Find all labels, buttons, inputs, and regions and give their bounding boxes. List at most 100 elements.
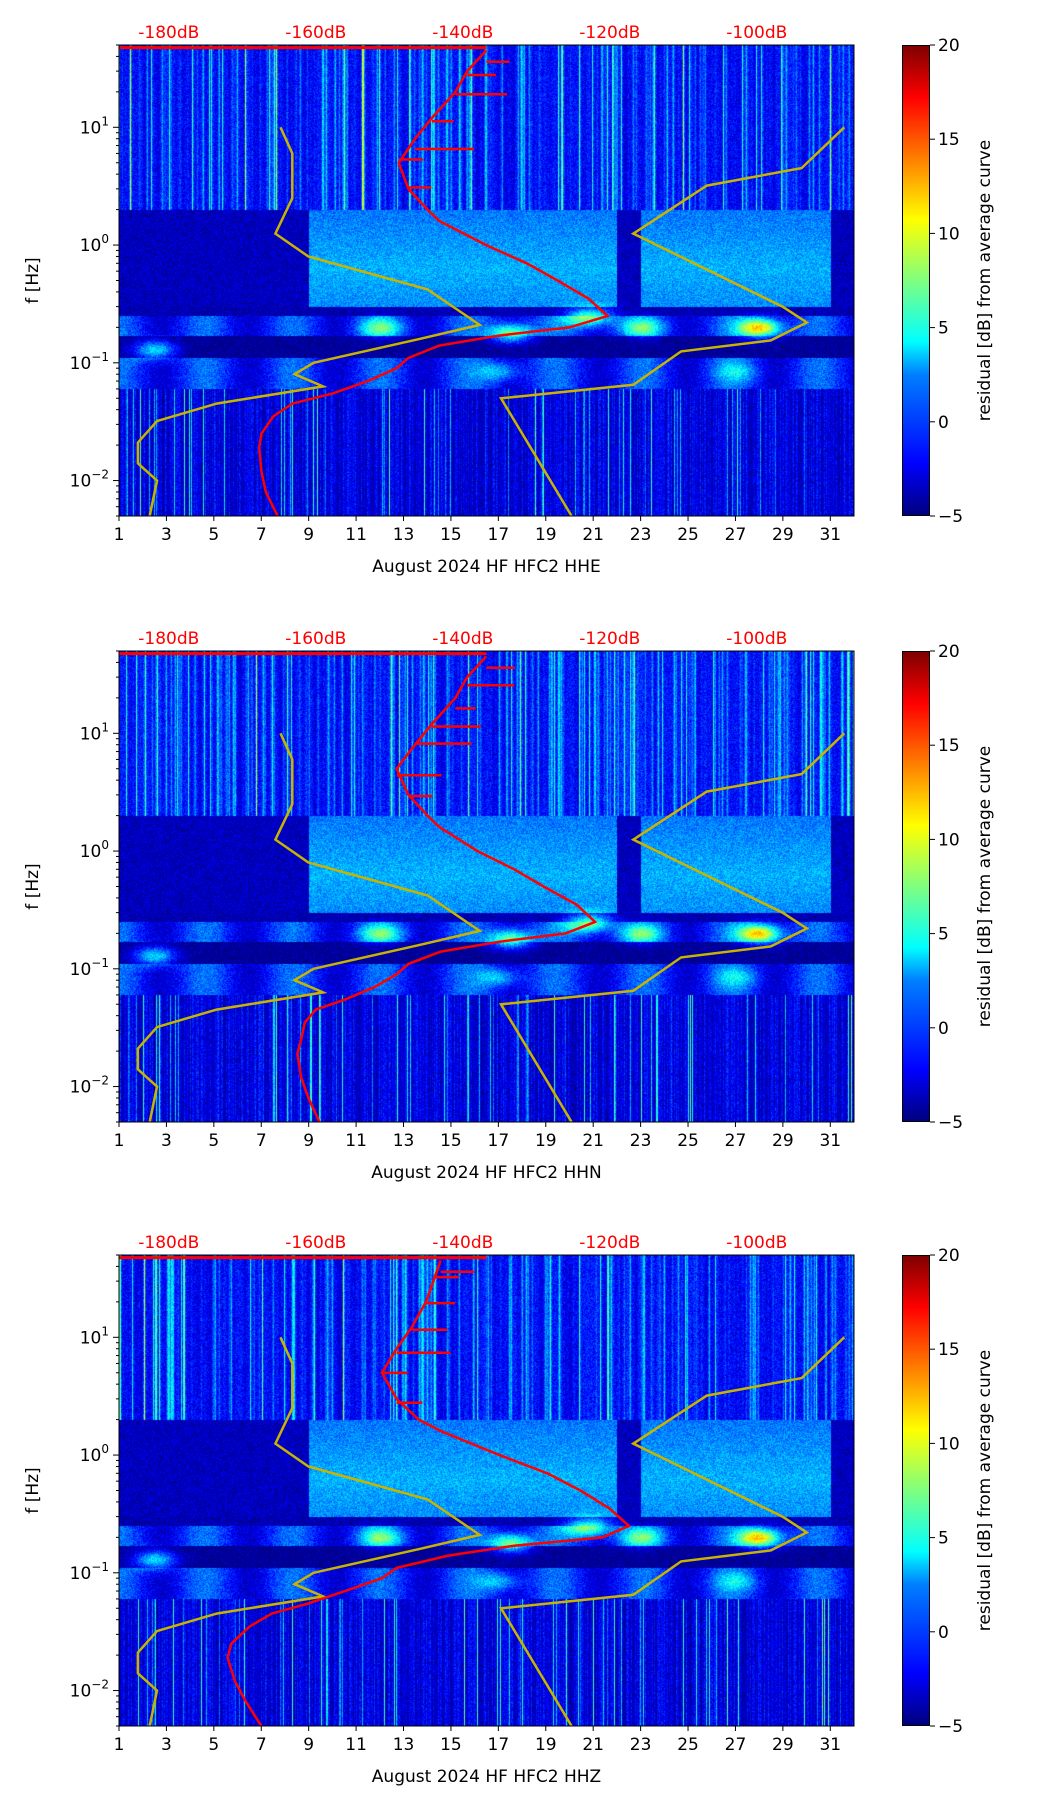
y-tick-base: 10 [70, 472, 92, 492]
y-tick-exponent: −2 [91, 1074, 109, 1088]
colorbar-label: residual [dB] from average curve [975, 1350, 995, 1631]
y-tick-base: 10 [70, 354, 92, 374]
colorbar [902, 651, 930, 1122]
y-tick-label: 101 [80, 1324, 109, 1348]
y-tick-label: 101 [80, 720, 109, 744]
x-tick-label: 27 [725, 1131, 747, 1151]
x-tick-label: 17 [488, 525, 510, 545]
x-tick-label: 9 [303, 1735, 314, 1755]
x-tick-label: 9 [303, 525, 314, 545]
x-tick-label: 31 [819, 525, 841, 545]
x-tick-label: 27 [725, 1735, 747, 1755]
plot-frame [118, 44, 855, 517]
y-tick-exponent: 1 [101, 1324, 109, 1338]
x-tick-label: 17 [488, 1131, 510, 1151]
x-tick-label: 29 [772, 1131, 794, 1151]
x-tick-label: 11 [345, 1131, 367, 1151]
y-tick-exponent: 0 [101, 838, 109, 852]
x-tick-label: 15 [440, 1131, 462, 1151]
psd-curve [226, 1259, 632, 1726]
y-tick-base: 10 [80, 236, 102, 256]
top-db-label: -100dB [726, 629, 787, 649]
x-tick-label: 19 [535, 1131, 557, 1151]
top-db-label: -160dB [285, 23, 346, 43]
x-tick-label: 5 [208, 525, 219, 545]
y-tick-base: 10 [80, 724, 102, 744]
plot-frame [118, 650, 855, 1123]
x-tick-label: 13 [393, 525, 415, 545]
colorbar-tick-label: 20 [938, 36, 960, 56]
colorbar-tick-label: −5 [938, 1113, 963, 1133]
x-tick-label: 31 [819, 1131, 841, 1151]
y-tick-label: 100 [80, 838, 109, 862]
y-tick-base: 10 [70, 960, 92, 980]
x-axis-label: August 2024 HF HFC2 HHN [371, 1163, 601, 1183]
y-axis-label: f [Hz] [23, 257, 43, 303]
colorbar-tick-label: 5 [938, 1529, 949, 1549]
x-tick-label: 15 [440, 525, 462, 545]
colorbar-tick-label: 10 [938, 224, 960, 244]
colorbar-tick-label: 10 [938, 1434, 960, 1454]
x-tick-label: 1 [114, 1131, 125, 1151]
y-tick-exponent: −2 [91, 468, 109, 482]
y-tick-base: 10 [80, 1328, 102, 1348]
x-tick-label: 23 [630, 1735, 652, 1755]
y-tick-base: 10 [80, 118, 102, 138]
plot-lines [119, 652, 846, 1122]
y-tick-label: 10−1 [70, 1560, 109, 1584]
y-tick-base: 10 [80, 1446, 102, 1466]
y-tick-exponent: −1 [91, 1560, 109, 1574]
spectrogram-panel-hhz: 1 3 5 7 9 11 13 15 17 19 21 23 25 27 29 31 August 2024 H… [0, 1210, 1052, 1816]
colorbar-tick-label: 15 [938, 1340, 960, 1360]
y-tick-label: 10−2 [70, 468, 109, 492]
top-db-label: -160dB [285, 629, 346, 649]
y-tick-label: 10−1 [70, 350, 109, 374]
y-axis-label: f [Hz] [23, 863, 43, 909]
top-db-label: -140dB [432, 1233, 493, 1253]
x-tick-label: 25 [677, 525, 699, 545]
y-tick-label: 100 [80, 232, 109, 256]
x-tick-label: 25 [677, 1735, 699, 1755]
y-tick-exponent: −2 [91, 1678, 109, 1692]
x-tick-label: 7 [256, 1131, 267, 1151]
top-db-label: -100dB [726, 23, 787, 43]
colorbar-tick-label: 5 [938, 319, 949, 339]
y-tick-base: 10 [70, 1078, 92, 1098]
top-db-label: -180dB [138, 1233, 199, 1253]
x-axis-label: August 2024 HF HFC2 HHZ [372, 1767, 601, 1787]
x-tick-label: 21 [582, 525, 604, 545]
colorbar-tick-label: 0 [938, 413, 949, 433]
x-tick-label: 27 [725, 525, 747, 545]
x-tick-label: 21 [582, 1131, 604, 1151]
colorbar-tick-label: 10 [938, 830, 960, 850]
colorbar-tick-label: 5 [938, 925, 949, 945]
x-tick-label: 3 [161, 1735, 172, 1755]
x-tick-label: 9 [303, 1131, 314, 1151]
y-tick-label: 101 [80, 114, 109, 138]
spectrogram-panel-hhe: 1 3 5 7 9 11 13 15 17 19 21 23 25 27 29 31 August 2024 H… [0, 0, 1052, 606]
top-db-label: -120dB [579, 629, 640, 649]
psd-curve [296, 655, 598, 1122]
y-tick-exponent: 0 [101, 232, 109, 246]
top-db-label: -140dB [432, 629, 493, 649]
colorbar-tick-label: −5 [938, 1717, 963, 1737]
colorbar-tick-label: 0 [938, 1019, 949, 1039]
y-tick-label: 10−2 [70, 1074, 109, 1098]
colorbar [902, 1255, 930, 1726]
psd-curve [257, 49, 611, 516]
top-db-label: -140dB [432, 23, 493, 43]
y-axis-label: f [Hz] [23, 1467, 43, 1513]
colorbar [902, 45, 930, 516]
y-tick-base: 10 [70, 1682, 92, 1702]
x-tick-label: 29 [772, 1735, 794, 1755]
y-tick-base: 10 [70, 1564, 92, 1584]
colorbar-tick-label: 0 [938, 1623, 949, 1643]
y-tick-label: 10−1 [70, 956, 109, 980]
top-db-label: -120dB [579, 1233, 640, 1253]
x-tick-label: 31 [819, 1735, 841, 1755]
spectrogram-panel-hhn: 1 3 5 7 9 11 13 15 17 19 21 23 25 27 29 31 August 2024 H… [0, 606, 1052, 1212]
top-db-label: -180dB [138, 23, 199, 43]
